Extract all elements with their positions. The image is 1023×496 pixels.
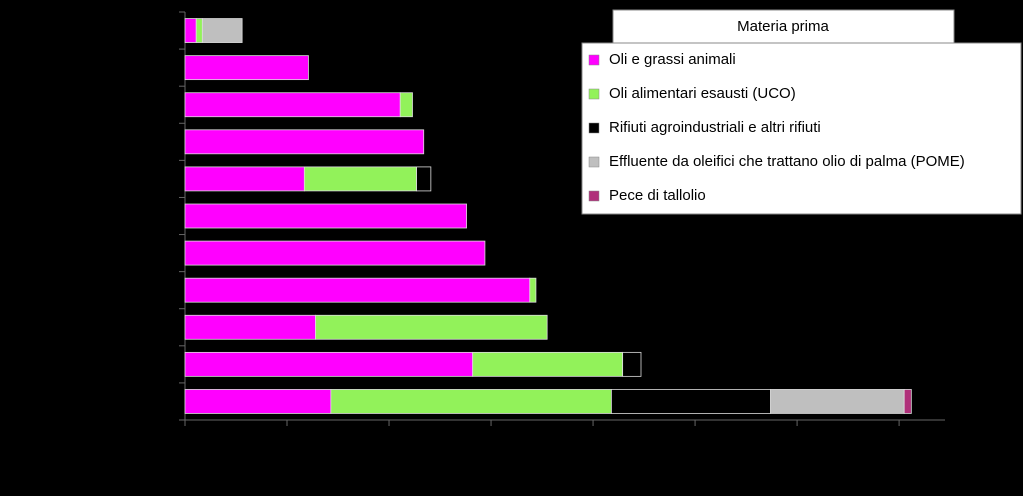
bar-segment [201,18,243,43]
legend [581,42,1022,215]
bar-segment [416,166,432,192]
bar-segment [184,240,486,266]
bar-segment [399,92,413,118]
bar-segment [184,129,425,155]
legend-label: Oli alimentari esausti (UCO) [609,85,796,102]
bar-segment [903,389,912,414]
legend-title: Materia prima [737,18,829,35]
legend-swatch [588,88,600,100]
bar-segment [529,277,537,303]
bar-segment [184,55,309,81]
legend-title-box [612,9,955,44]
bar-segment [622,351,642,377]
legend-label: Rifiuti agroindustriali e altri rifiuti [609,119,821,136]
bar-segment [330,389,612,414]
bar-segment [184,92,401,118]
bar-segment [184,351,474,377]
legend-swatch [588,156,600,168]
bar-segment [195,18,203,43]
legend-swatch [588,190,600,202]
bar-segment [184,277,531,303]
legend-swatch [588,122,600,134]
bar-segment [184,314,316,340]
bar-segment [184,166,305,192]
bar-segment [472,351,624,377]
legend-label: Oli e grassi animali [609,51,736,68]
bar-segment [184,203,467,229]
bar-segment [770,389,905,414]
legend-swatch [588,54,600,66]
bar-segment [303,166,417,192]
bar-segment [184,389,332,414]
bar-segment [315,314,548,340]
legend-label: Effluente da oleifici che trattano olio … [609,153,965,170]
bar-segment [184,18,197,43]
bar-segment [611,389,771,414]
legend-label: Pece di tallolio [609,187,706,204]
